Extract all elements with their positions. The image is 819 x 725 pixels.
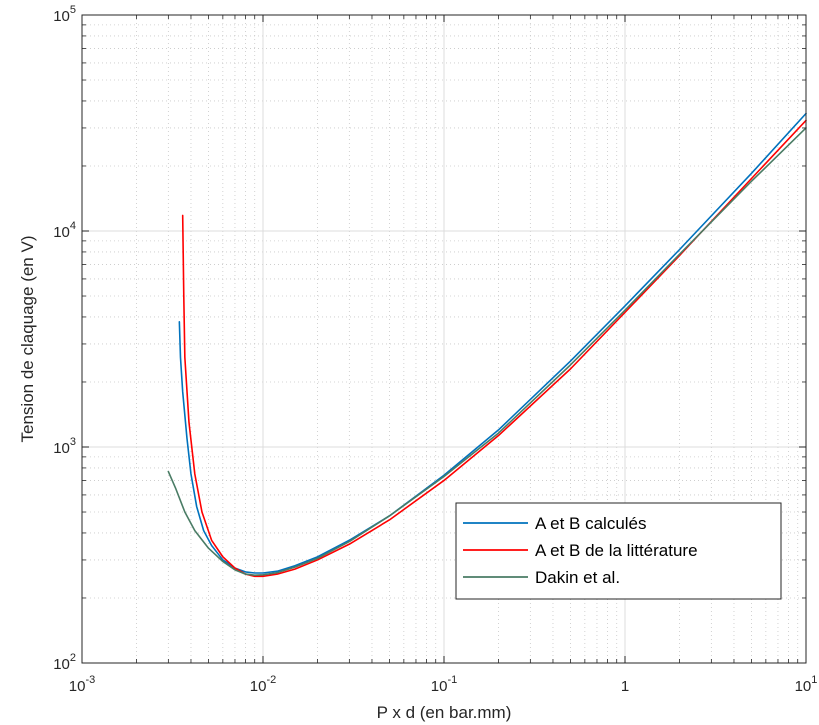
y-tick-labels: 102 103 104 105: [53, 4, 76, 673]
y-tick-label: 105: [53, 4, 76, 25]
x-tick-label: 10-2: [250, 674, 276, 695]
series-line-1: [178, 112, 807, 574]
legend-box: [455, 502, 782, 600]
y-axis-label: Tension de claquage (en V): [18, 236, 37, 443]
x-tick-label: 1: [621, 678, 629, 695]
x-tick-label: 10-1: [431, 674, 457, 695]
x-axis-label: P x d (en bar.mm): [377, 703, 512, 722]
legend-label: A et B de la littérature: [535, 541, 698, 560]
x-tick-label: 101: [795, 674, 818, 695]
series-layer: [167, 112, 807, 578]
legend-label: Dakin et al.: [535, 568, 620, 587]
series-line-3: [167, 127, 807, 576]
series-line-2: [181, 119, 807, 578]
legend-label: A et B calculés: [535, 514, 647, 533]
y-tick-label: 102: [53, 652, 76, 673]
x-tick-labels: 10-3 10-2 10-1 1 101: [69, 674, 818, 695]
y-tick-label: 104: [53, 220, 76, 241]
y-tick-label: 103: [53, 436, 76, 457]
x-tick-label: 10-3: [69, 674, 95, 695]
axis-ticks: [81, 14, 807, 664]
legend: A et B calculés A et B de la littérature D…: [455, 502, 782, 600]
